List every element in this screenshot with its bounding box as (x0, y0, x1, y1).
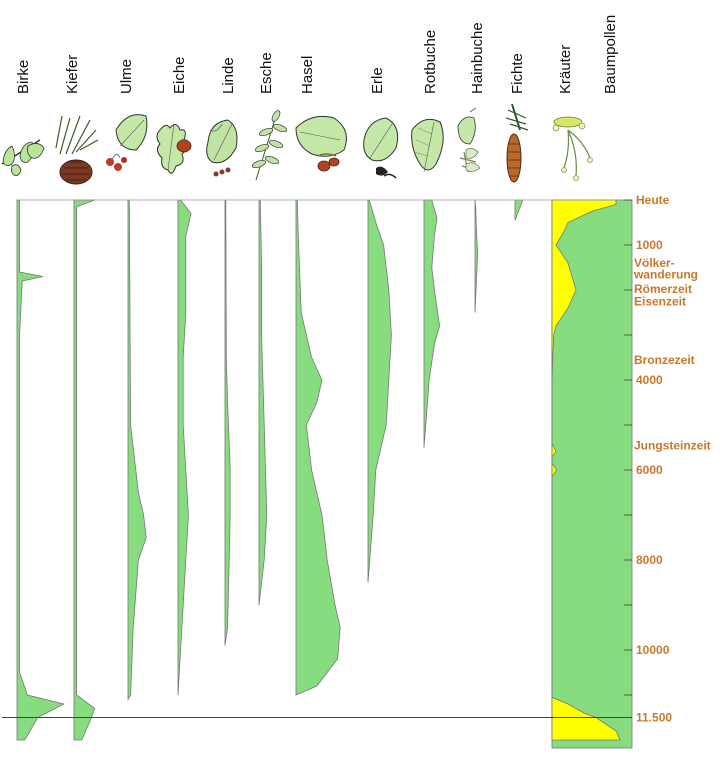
label-hainbuche: Hainbuche (469, 22, 486, 94)
curve-hainbuche (474, 199, 479, 313)
period-label-roemerzeit: Römerzeit (634, 282, 692, 296)
curve-eiche (177, 199, 192, 696)
label-ulme: Ulme (118, 59, 135, 94)
label-fichte: Fichte (509, 53, 526, 94)
curve-erle (367, 199, 392, 583)
label-linde: Linde (220, 57, 237, 94)
period-label-bronzezeit: Bronzezeit (634, 353, 695, 367)
period-label-jungsteinzeit: Jungsteinzeit (634, 438, 711, 452)
label-kiefer: Kiefer (64, 55, 81, 94)
age-label-4000: 4000 (636, 373, 663, 387)
age-label-11-500: 11.500 (636, 711, 672, 725)
taxon-curves (16, 199, 524, 741)
alder-leaf-icon (363, 117, 399, 179)
curve-rotbuche (423, 199, 441, 448)
herbs-vs-trees-panel (551, 199, 633, 749)
label-kraeuter: Kräuter (557, 45, 574, 94)
kraeuter-area (551, 199, 621, 741)
label-baumpollen: Baumpollen (602, 15, 619, 94)
curve-linde (224, 199, 231, 646)
ash-leaf-icon (251, 110, 288, 181)
oak-leaf-icon (156, 123, 192, 174)
label-birke: Birke (15, 60, 32, 94)
curve-hasel (295, 199, 341, 696)
label-hasel: Hasel (299, 56, 316, 94)
label-rotbuche: Rotbuche (422, 30, 439, 94)
curve-ulme (127, 199, 147, 701)
label-eiche: Eiche (171, 56, 188, 94)
age-label-8000: 8000 (636, 553, 663, 567)
age-ticks (624, 199, 632, 718)
birch-leaf-icon (1, 139, 45, 176)
curve-birke (16, 199, 65, 741)
curve-fichte (514, 199, 524, 221)
pine-cone-icon (55, 115, 99, 185)
taxon-labels: Birke Kiefer Ulme Eiche Linde Esche Hase… (15, 15, 619, 94)
spruce-cone-icon (505, 103, 529, 183)
age-labels: Heute 1000 4000 6000 8000 10000 11.500 (636, 193, 672, 725)
elm-leaf-icon (106, 114, 148, 171)
guide-lines (2, 199, 632, 718)
age-label-6000: 6000 (636, 463, 663, 477)
beech-leaf-icon (411, 118, 444, 173)
period-label-eisenzeit: Eisenzeit (634, 295, 686, 309)
period-label-voelker: Völker- (634, 256, 675, 270)
age-label-heute: Heute (636, 193, 670, 207)
herb-flower-icon (552, 116, 593, 181)
age-label-1000: 1000 (636, 238, 663, 252)
curve-kiefer (73, 199, 96, 741)
linden-leaf-icon (206, 119, 238, 177)
period-label-wanderung: wanderung (633, 268, 698, 282)
label-esche: Esche (258, 52, 275, 94)
curve-esche (258, 199, 268, 606)
hornbeam-leaf-icon (457, 107, 481, 173)
age-label-10000: 10000 (636, 643, 670, 657)
hazel-leaf-icon (295, 115, 347, 172)
label-erle: Erle (369, 67, 386, 94)
